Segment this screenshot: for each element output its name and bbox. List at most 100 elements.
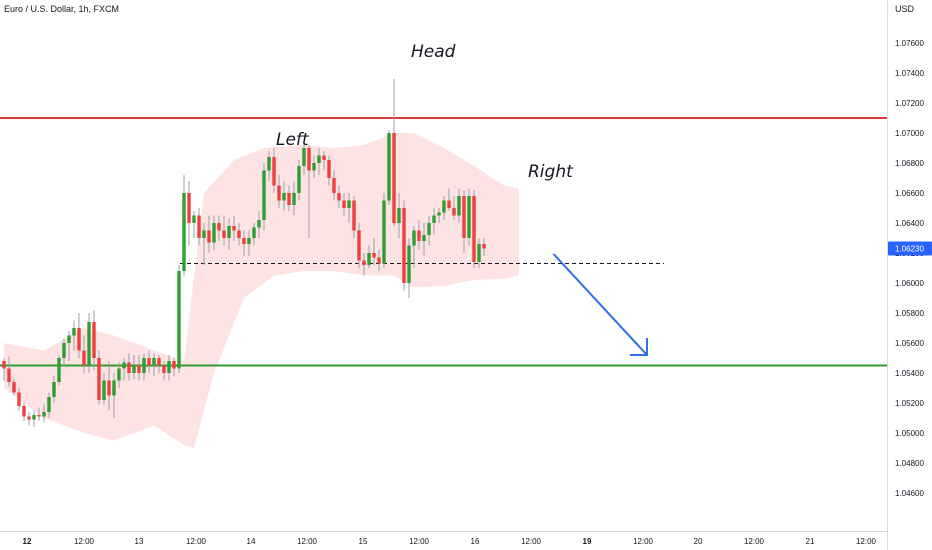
candle-body — [342, 200, 346, 208]
bear-candle — [377, 250, 381, 271]
bear-candle — [2, 358, 6, 381]
time-tick-label: 15 — [359, 537, 368, 546]
bear-candle — [447, 188, 451, 211]
bear-candle — [272, 148, 276, 193]
candle-body — [317, 155, 321, 163]
time-axis[interactable]: 12 12:00 13 12:00 14 12:00 15 12:00 16 12:00 19 12:… — [23, 537, 877, 546]
candle-body — [177, 271, 181, 369]
candle-body — [57, 358, 61, 382]
candle-body — [422, 235, 426, 241]
candle-body — [32, 415, 36, 420]
down-arrow[interactable] — [553, 253, 648, 356]
bull-candle — [432, 208, 436, 235]
price-tick-label: 1.05400 — [895, 369, 924, 378]
bear-candle — [207, 215, 211, 253]
candle-body — [47, 397, 51, 412]
bear-candle — [37, 407, 41, 421]
candle-body — [432, 215, 436, 223]
bull-candle — [477, 238, 481, 268]
candle-body — [307, 148, 311, 171]
bear-candle — [77, 313, 81, 358]
candle-body — [117, 368, 121, 381]
bull-candle — [122, 358, 126, 381]
candle-body — [407, 245, 411, 283]
bull-candle — [412, 226, 416, 268]
bear-candle — [222, 215, 226, 246]
bull-candle — [297, 160, 301, 201]
time-tick-label: 12:00 — [186, 537, 207, 546]
price-tick-label: 1.06400 — [895, 219, 924, 228]
candle-body — [467, 196, 471, 238]
candle-body — [382, 200, 386, 264]
bull-candle — [32, 410, 36, 427]
bear-candle — [12, 379, 16, 396]
arrow-head — [630, 338, 648, 356]
bull-candle — [427, 215, 431, 246]
candle-body — [242, 238, 246, 244]
bull-candle — [387, 130, 391, 205]
candle-body — [192, 215, 196, 223]
annotation-right: Right — [528, 162, 574, 182]
candle-body — [367, 253, 371, 265]
bull-candle — [72, 320, 76, 351]
bear-candle — [187, 181, 191, 246]
time-tick-label: 12:00 — [744, 537, 765, 546]
candle-body — [37, 415, 41, 417]
time-tick-label: 12:00 — [74, 537, 95, 546]
bear-candle — [17, 388, 21, 411]
bull-candle — [47, 392, 51, 418]
price-tag-bg — [888, 241, 932, 256]
bull-candle — [407, 238, 411, 298]
bull-candle — [252, 223, 256, 246]
bear-candle — [342, 193, 346, 216]
bull-candle — [262, 163, 266, 231]
bear-candle — [92, 310, 96, 370]
candle-body — [112, 380, 116, 396]
bear-candle — [137, 355, 141, 381]
bear-candle — [332, 170, 336, 201]
time-tick-label: 12:00 — [409, 537, 430, 546]
bull-candle — [212, 215, 216, 250]
candle-body — [297, 166, 301, 193]
price-tick-label: 1.07000 — [895, 129, 924, 138]
bull-candle — [347, 193, 351, 223]
candle-body — [167, 361, 171, 373]
time-tick-label: 12:00 — [856, 537, 877, 546]
candle-body — [442, 200, 446, 213]
candle-body — [377, 257, 381, 264]
bull-candle — [467, 188, 471, 246]
bull-candle — [422, 223, 426, 256]
candle-body — [292, 193, 296, 205]
candle-body — [462, 196, 466, 238]
candle-body — [72, 328, 76, 336]
candle-body — [7, 368, 11, 382]
candle-body — [392, 133, 396, 223]
time-tick-label: 14 — [247, 537, 256, 546]
price-axis[interactable]: 1.07600 1.07400 1.07200 1.07000 1.06800 1.066… — [895, 39, 924, 498]
bull-candle — [302, 142, 306, 175]
candle-body — [12, 382, 16, 393]
bull-candle — [382, 193, 386, 268]
annotations: Left Head Right — [276, 42, 574, 182]
bear-candle — [197, 208, 201, 246]
symbol-title: Euro / U.S. Dollar, 1h, FXCM — [4, 4, 120, 14]
bear-candle — [452, 196, 456, 220]
bear-candle — [417, 220, 421, 250]
candle-body — [42, 412, 46, 417]
time-tick-label: 13 — [135, 537, 144, 546]
candle-body — [127, 362, 131, 373]
candle-body — [417, 230, 421, 241]
candle-body — [237, 230, 241, 238]
bull-candle — [87, 313, 91, 373]
bull-candle — [167, 355, 171, 381]
candle-body — [302, 148, 306, 166]
candle-body — [77, 328, 81, 351]
bear-candle — [147, 350, 151, 373]
arrow-shaft — [553, 253, 648, 356]
candle-body — [92, 322, 96, 358]
bear-candle — [82, 335, 86, 373]
bull-candle — [437, 208, 441, 223]
price-tick-label: 1.07400 — [895, 69, 924, 78]
time-tick-label: 20 — [694, 537, 703, 546]
